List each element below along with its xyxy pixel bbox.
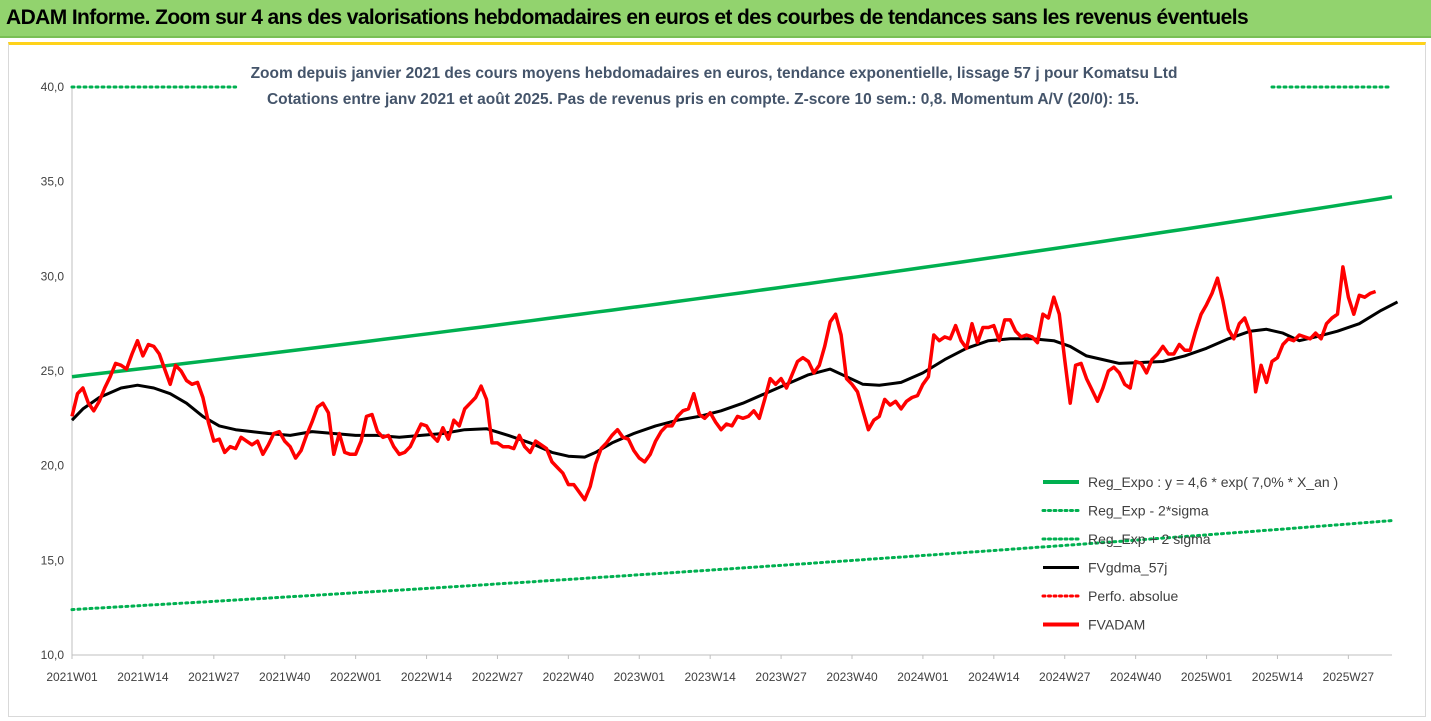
x-tick-label: 2022W14	[401, 670, 453, 684]
legend-label-perfo: Perfo. absolue	[1088, 588, 1178, 604]
axes: 10,0 15,0 20,0 25,0 30,0 35,0 40,0 2021W01 2021W…	[41, 80, 1392, 684]
x-tick-label: 2025W14	[1252, 670, 1304, 684]
chart-area	[8, 42, 1426, 717]
x-tick-label: 2025W27	[1323, 670, 1375, 684]
y-tick-label: 10,0	[41, 648, 65, 662]
x-tick-label: 2021W40	[259, 670, 311, 684]
report-title: ADAM Informe. Zoom sur 4 ans des valoris…	[6, 6, 1249, 29]
y-tick-label: 20,0	[41, 459, 65, 473]
x-tick-label: 2021W01	[46, 670, 98, 684]
legend: Reg_Expo : y = 4,6 * exp( 7,0% * X_an ) R…	[1041, 474, 1338, 633]
x-tick-label: 2023W14	[684, 670, 736, 684]
series-sigma-minus	[70, 519, 1394, 612]
legend-label-sigma_plus: Reg_Exp + 2 sigma	[1088, 531, 1211, 547]
x-tick-label: 2022W01	[330, 670, 382, 684]
x-tick-label: 2022W27	[472, 670, 524, 684]
series-reg-expo	[71, 195, 1393, 379]
series-fvgdma	[70, 300, 1399, 459]
y-tick-label: 25,0	[41, 364, 65, 378]
x-tick-label: 2024W14	[968, 670, 1020, 684]
series-fvadam	[70, 265, 1377, 502]
chart-title-line1: Zoom depuis janvier 2021 des cours moyen…	[251, 65, 1178, 82]
legend-label-fvgdma: FVgdma_57j	[1088, 560, 1167, 576]
x-tick-label: 2023W01	[614, 670, 666, 684]
legend-label-sigma_minus: Reg_Exp - 2*sigma	[1088, 503, 1209, 519]
y-tick-label: 35,0	[41, 175, 65, 189]
x-tick-label: 2021W14	[117, 670, 169, 684]
y-tick-label: 40,0	[41, 80, 65, 94]
x-tick-label: 2024W27	[1039, 670, 1091, 684]
legend-label-fvadam: FVADAM	[1088, 617, 1145, 633]
y-tick-label: 30,0	[41, 269, 65, 283]
x-tick-label: 2022W40	[543, 670, 595, 684]
report-header: ADAM Informe. Zoom sur 4 ans des valoris…	[0, 0, 1431, 38]
x-tick-label: 2024W01	[897, 670, 949, 684]
x-tick-label: 2023W40	[826, 670, 878, 684]
x-tick-label: 2024W40	[1110, 670, 1162, 684]
legend-label-reg_expo: Reg_Expo : y = 4,6 * exp( 7,0% * X_an )	[1088, 474, 1338, 490]
x-tick-label: 2025W01	[1181, 670, 1233, 684]
x-tick-label: 2021W27	[188, 670, 240, 684]
y-tick-label: 15,0	[41, 553, 65, 567]
chart-title-line2: Cotations entre janv 2021 et août 2025. …	[267, 91, 1139, 108]
x-tick-label: 2023W27	[755, 670, 807, 684]
series-group	[70, 85, 1399, 612]
